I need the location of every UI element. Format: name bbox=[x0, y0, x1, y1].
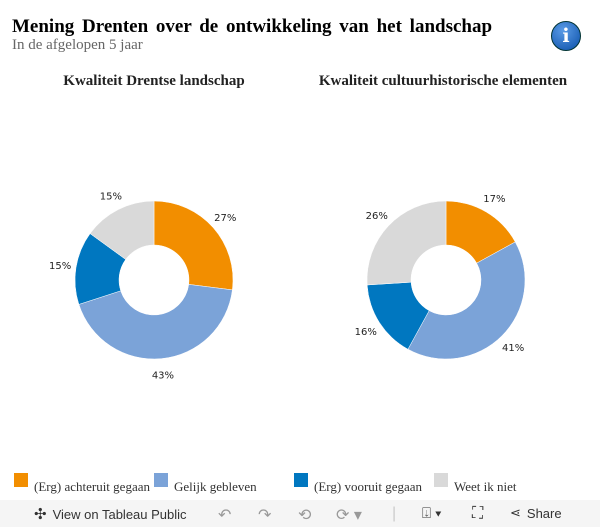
revert-icon[interactable]: ⟲ bbox=[298, 507, 312, 524]
legend-label: (Erg) achteruit gegaan bbox=[34, 479, 150, 494]
dashboard-subtitle: In de afgelopen 5 jaar bbox=[12, 37, 143, 53]
donut-slice[interactable] bbox=[366, 200, 447, 286]
donut-slice[interactable] bbox=[78, 284, 233, 360]
undo-icon[interactable]: ↶ bbox=[218, 507, 232, 524]
legend-label: Gelijk gebleven bbox=[174, 479, 257, 494]
donut-charts: 27% 43% 15% 15% 17% 41% 16% 26% bbox=[49, 191, 526, 382]
view-label: View on Tableau Public bbox=[52, 506, 187, 522]
donut-slice[interactable] bbox=[407, 241, 526, 360]
tableau-icon: ✣ bbox=[34, 506, 47, 523]
divider: | bbox=[392, 505, 397, 522]
share-icon: ⋖ bbox=[510, 505, 521, 520]
chart-title-2: Kwaliteit cultuurhistorische elementen bbox=[318, 73, 568, 89]
chart-title-1: Kwaliteit Drentse landschap bbox=[63, 73, 245, 89]
share-button[interactable]: ⋖ Share bbox=[510, 505, 562, 521]
legend-swatch bbox=[294, 473, 308, 487]
data-label: 43% bbox=[152, 371, 174, 382]
legend-label: Weet ik niet bbox=[454, 479, 517, 494]
legend-swatch bbox=[154, 473, 168, 487]
data-label: 17% bbox=[483, 194, 505, 205]
data-label: 16% bbox=[355, 327, 377, 338]
data-label: 41% bbox=[502, 343, 524, 354]
dashboard-title: Mening Drenten over de ontwikkeling van … bbox=[12, 16, 493, 37]
data-label: 26% bbox=[366, 211, 388, 222]
donut-slice[interactable] bbox=[89, 200, 155, 260]
download-icon[interactable]: ⍗ ▾ bbox=[422, 505, 442, 522]
legend-label: (Erg) vooruit gegaan bbox=[314, 479, 423, 494]
view-on-tableau-button[interactable]: ✣ View on Tableau Public bbox=[34, 505, 187, 523]
legend: (Erg) achteruit gegaan Gelijk gebleven (… bbox=[0, 469, 600, 500]
donut-slice[interactable] bbox=[153, 200, 234, 291]
data-label: 27% bbox=[214, 213, 236, 224]
toolbar: ✣ View on Tableau Public ↶ ↷ ⟲ ⟳ ▾ | ⍗ ▾ … bbox=[0, 500, 600, 527]
legend-swatch bbox=[14, 473, 28, 487]
legend-swatch bbox=[434, 473, 448, 487]
refresh-icon[interactable]: ⟳ ▾ bbox=[336, 507, 362, 524]
fullscreen-icon[interactable]: ⛶ bbox=[472, 505, 484, 522]
info-icon[interactable]: i bbox=[551, 21, 581, 51]
data-label: 15% bbox=[49, 261, 71, 272]
share-label: Share bbox=[526, 505, 562, 521]
redo-icon[interactable]: ↷ bbox=[258, 507, 272, 524]
data-label: 15% bbox=[100, 191, 122, 202]
